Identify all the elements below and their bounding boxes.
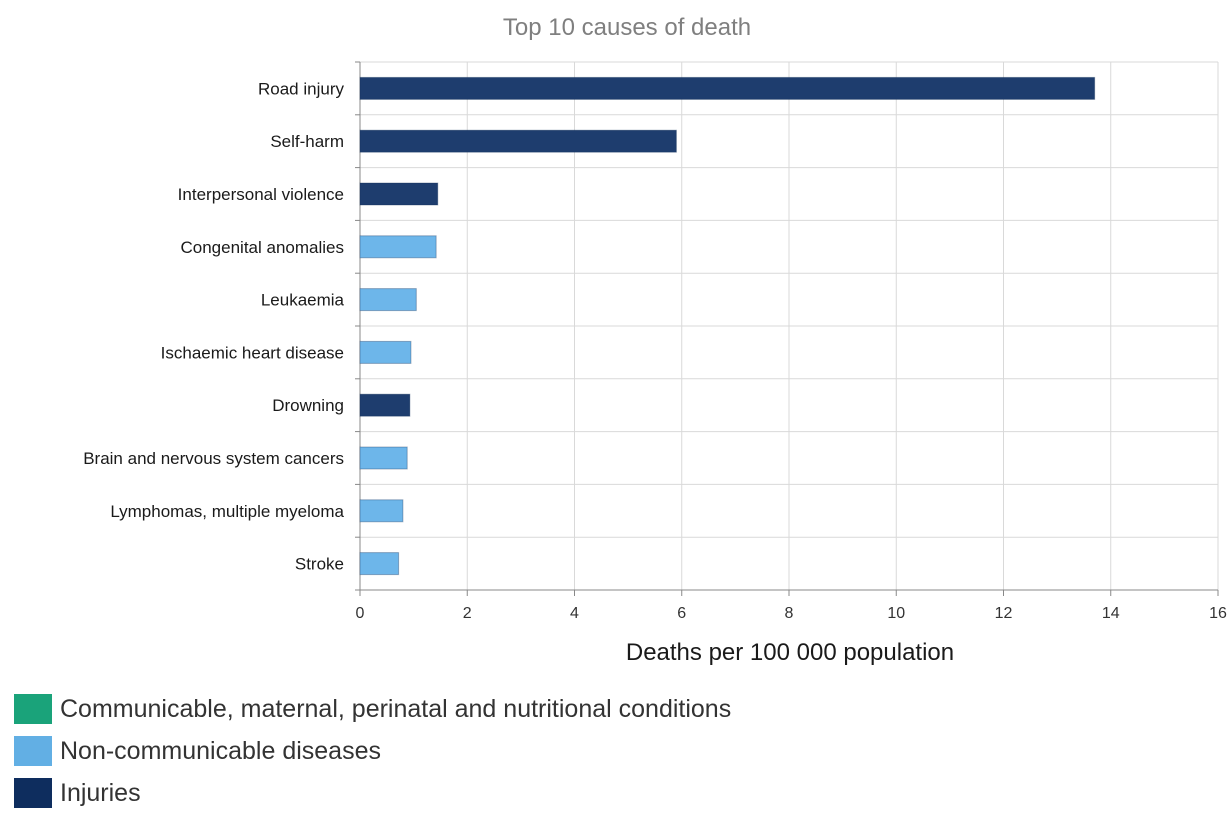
legend-swatch <box>14 694 52 724</box>
category-label: Leukaemia <box>261 291 345 310</box>
legend-swatch <box>14 736 52 766</box>
x-tick-label: 8 <box>785 605 794 622</box>
category-labels: Road injury Self-harm Interpersonal violen… <box>83 79 344 573</box>
bars <box>359 76 1096 576</box>
x-tick-labels: 0 2 4 6 8 10 12 14 16 <box>356 605 1227 622</box>
category-label: Self-harm <box>270 132 344 151</box>
legend-item: Communicable, maternal, perinatal and nu… <box>14 688 731 730</box>
x-tick-label: 6 <box>677 605 686 622</box>
bar <box>359 393 411 417</box>
bar <box>359 446 408 470</box>
x-tick-label: 12 <box>995 605 1013 622</box>
category-label: Ischaemic heart disease <box>161 343 344 362</box>
x-tick-label: 4 <box>570 605 579 622</box>
category-label: Interpersonal violence <box>178 185 344 204</box>
category-label: Congenital anomalies <box>181 238 345 257</box>
bar <box>359 340 412 364</box>
legend-item: Injuries <box>14 772 731 814</box>
x-axis-label: Deaths per 100 000 population <box>626 639 954 666</box>
x-tick-label: 14 <box>1102 605 1120 622</box>
legend-label: Injuries <box>60 778 141 807</box>
category-label: Stroke <box>295 555 344 574</box>
bar <box>359 182 439 206</box>
x-tick-label: 16 <box>1209 605 1227 622</box>
legend-label: Non-communicable diseases <box>60 736 381 765</box>
x-tick-label: 2 <box>463 605 472 622</box>
legend: Communicable, maternal, perinatal and nu… <box>14 688 731 814</box>
chart-title: Top 10 causes of death <box>503 14 751 41</box>
legend-label: Communicable, maternal, perinatal and nu… <box>60 694 732 723</box>
bar <box>359 76 1096 100</box>
bar-chart: Top 10 causes of death Road injury Self-h… <box>83 14 1227 666</box>
bar <box>359 552 400 576</box>
legend-swatch <box>14 778 52 808</box>
bar <box>359 288 417 312</box>
bar <box>359 235 437 259</box>
x-tick-label: 10 <box>887 605 905 622</box>
legend-item: Non-communicable diseases <box>14 730 731 772</box>
bar <box>359 129 677 153</box>
category-label: Lymphomas, multiple myeloma <box>110 502 344 521</box>
bar <box>359 499 404 523</box>
category-label: Brain and nervous system cancers <box>83 449 344 468</box>
x-tick-label: 0 <box>356 605 365 622</box>
category-label: Drowning <box>272 396 344 415</box>
category-label: Road injury <box>258 79 344 98</box>
